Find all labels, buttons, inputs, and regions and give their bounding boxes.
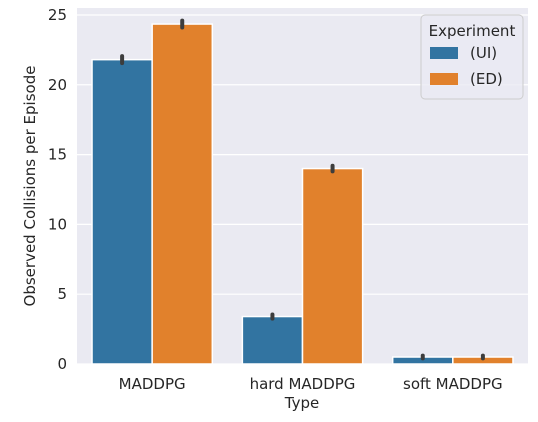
y-axis-label: Observed Collisions per Episode: [21, 66, 39, 307]
legend-swatch: [430, 73, 458, 85]
legend-title: Experiment: [429, 22, 516, 40]
x-tick-labels: MADDPG hard MADDPG soft MADDPG: [119, 375, 503, 393]
legend-label: (UI): [470, 44, 497, 62]
bar-0-0: [91, 58, 153, 365]
legend-label: (ED): [470, 70, 503, 88]
error-bars: [120, 18, 485, 361]
y-tick-label: 0: [57, 355, 67, 373]
bar-0-1: [151, 23, 214, 365]
y-tick-labels: 0 5 10 15 20 25: [48, 6, 67, 373]
y-tick-label: 15: [48, 146, 67, 164]
x-tick-label: soft MADDPG: [403, 375, 503, 393]
bar-1-1: [301, 167, 364, 365]
y-tick-label: 5: [57, 285, 67, 303]
x-tick-label: hard MADDPG: [250, 375, 356, 393]
y-tick-label: 10: [48, 215, 67, 233]
bars: [91, 23, 514, 365]
x-tick-label: MADDPG: [119, 375, 186, 393]
y-tick-label: 25: [48, 6, 67, 24]
bar-1-0: [241, 315, 304, 365]
y-tick-label: 20: [48, 76, 67, 94]
legend: Experiment (UI) (ED): [420, 14, 524, 100]
x-axis-label: Type: [284, 394, 319, 412]
legend-swatch: [430, 47, 458, 59]
